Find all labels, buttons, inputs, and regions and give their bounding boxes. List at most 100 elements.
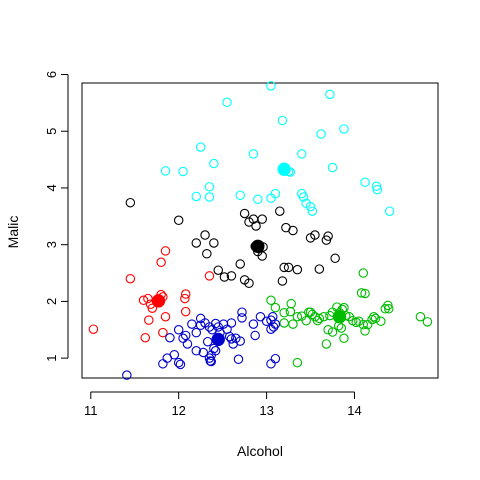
data-point	[158, 359, 168, 369]
data-point	[305, 307, 316, 317]
data-point	[314, 313, 325, 324]
data-point	[339, 124, 349, 134]
data-point	[250, 330, 260, 341]
y-tick-label: 1	[44, 355, 59, 362]
data-point	[339, 333, 349, 344]
data-point	[292, 357, 303, 368]
data-point	[178, 166, 188, 177]
y-axis-label: Malic	[5, 216, 21, 249]
y-tick-label: 2	[44, 298, 59, 305]
cluster-centroid	[211, 332, 225, 347]
data-point	[314, 264, 325, 274]
data-point	[244, 278, 254, 289]
data-point	[292, 264, 303, 275]
cluster-centroid	[332, 310, 347, 324]
data-point	[219, 272, 230, 282]
data-point	[321, 339, 332, 349]
data-point	[279, 318, 289, 328]
data-point	[323, 231, 333, 241]
data-point	[384, 206, 395, 216]
data-point	[202, 336, 213, 347]
data-point	[187, 319, 197, 329]
series-1	[125, 197, 340, 289]
cluster-centroid	[251, 239, 265, 254]
data-point	[277, 276, 288, 286]
data-point	[279, 308, 289, 318]
data-point	[237, 307, 247, 317]
data-point	[369, 311, 379, 322]
data-point	[257, 251, 267, 261]
data-point	[270, 188, 281, 199]
cluster-centroid	[277, 162, 291, 176]
data-point	[327, 162, 338, 173]
data-point	[266, 295, 276, 306]
data-point	[209, 158, 219, 169]
data-point	[323, 325, 333, 335]
data-point	[297, 149, 307, 159]
data-point	[204, 192, 215, 202]
data-point	[360, 288, 370, 299]
series-4	[122, 307, 281, 380]
data-point	[270, 319, 281, 329]
data-point	[226, 334, 237, 344]
data-point	[372, 184, 383, 195]
series-0	[160, 81, 395, 216]
data-point	[210, 346, 221, 356]
data-point	[175, 359, 186, 370]
data-point	[204, 182, 215, 192]
data-point	[235, 190, 245, 201]
data-point	[358, 319, 369, 330]
data-point	[358, 268, 369, 278]
data-point	[160, 246, 171, 256]
data-point	[257, 214, 267, 224]
data-point	[268, 322, 279, 332]
data-point	[261, 316, 272, 327]
data-point	[125, 273, 136, 284]
data-point	[298, 192, 309, 202]
data-point	[140, 332, 151, 343]
data-point	[301, 315, 311, 326]
data-point	[162, 353, 173, 363]
data-point	[286, 298, 296, 309]
data-point	[156, 257, 166, 268]
data-point	[191, 191, 202, 202]
data-point	[88, 324, 99, 334]
data-point	[266, 324, 276, 334]
data-point	[180, 289, 191, 299]
data-point	[270, 353, 281, 364]
data-point	[180, 306, 191, 317]
data-point	[143, 293, 153, 304]
data-point	[244, 217, 254, 227]
data-point	[266, 81, 276, 91]
series-3	[266, 268, 433, 368]
data-point	[147, 303, 158, 313]
data-point	[318, 311, 329, 322]
x-tick-label: 13	[259, 403, 273, 418]
data-point	[222, 97, 232, 108]
data-point	[160, 311, 171, 322]
data-point	[191, 238, 202, 248]
data-point	[255, 311, 266, 322]
data-point	[165, 332, 175, 343]
data-point	[191, 346, 202, 356]
data-point	[327, 327, 338, 337]
data-point	[285, 306, 296, 317]
x-tick-label: 12	[171, 403, 185, 418]
y-tick-label: 6	[44, 71, 59, 78]
cluster-centroid	[151, 294, 166, 308]
data-point	[307, 206, 318, 216]
y-tick-label: 5	[44, 128, 59, 135]
data-point	[226, 271, 237, 281]
data-point	[191, 327, 202, 338]
data-point	[195, 142, 206, 152]
data-point	[180, 293, 190, 304]
data-point	[360, 177, 370, 188]
data-point	[160, 166, 171, 176]
data-point	[415, 311, 426, 322]
data-point	[206, 356, 216, 367]
data-point	[173, 325, 184, 335]
data-point	[330, 253, 340, 264]
data-point	[288, 319, 298, 329]
